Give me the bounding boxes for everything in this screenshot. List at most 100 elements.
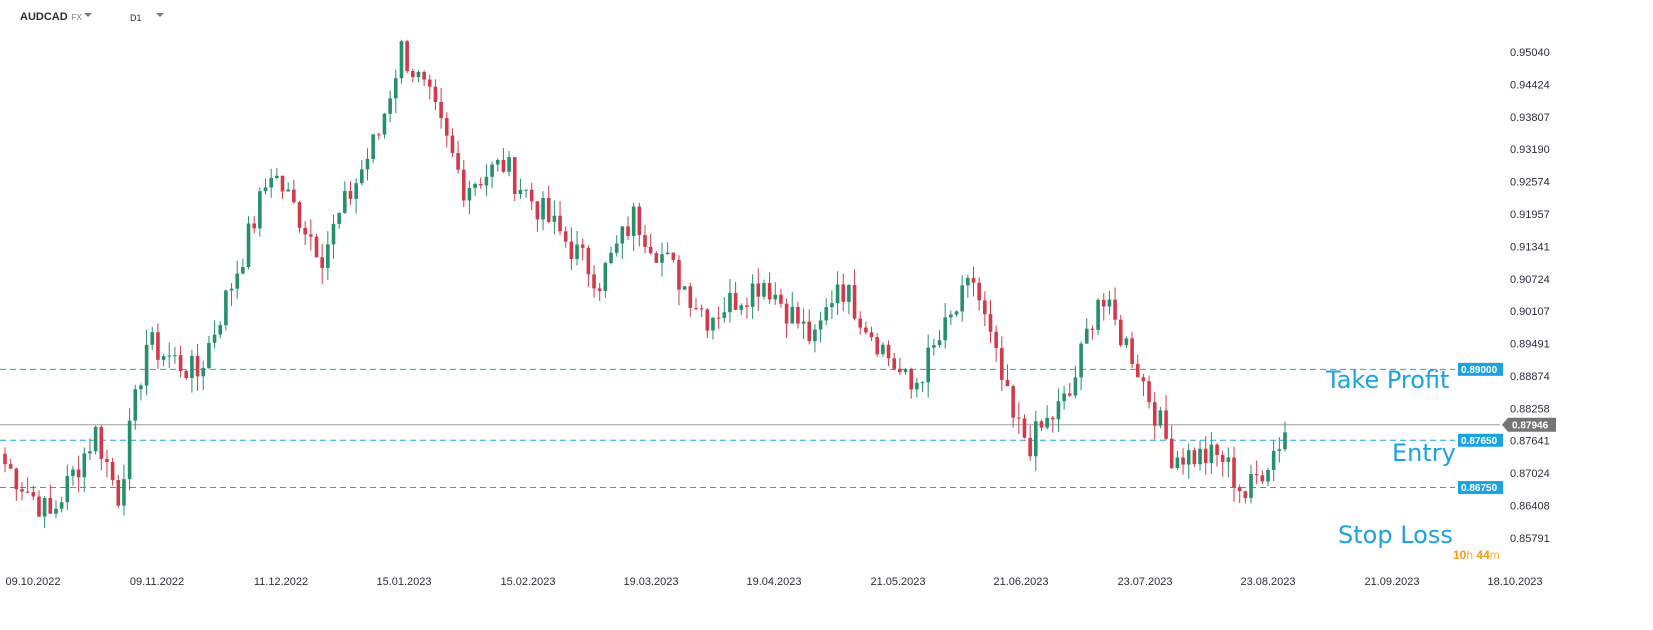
candle — [592, 265, 596, 298]
candle — [439, 87, 443, 129]
candle — [841, 273, 846, 312]
candle — [1090, 325, 1095, 340]
candle — [745, 297, 749, 319]
candle — [110, 457, 115, 486]
candle — [76, 455, 81, 493]
timeframe-dropdown-chevron-icon[interactable] — [156, 13, 164, 17]
candle — [886, 340, 891, 367]
candle — [790, 291, 795, 324]
candle — [813, 324, 817, 353]
candle — [31, 485, 36, 501]
candle — [252, 215, 257, 234]
y-tick-label: 0.85791 — [1510, 533, 1550, 545]
level-price-tag: 0.89000 — [1458, 362, 1503, 376]
candle — [1215, 443, 1219, 467]
candle — [1079, 341, 1083, 391]
y-tick-label: 0.94424 — [1510, 79, 1550, 91]
candle — [535, 201, 540, 232]
candle — [881, 342, 885, 357]
candle — [739, 303, 744, 315]
candle — [694, 298, 698, 311]
candle — [631, 202, 636, 251]
candle — [410, 68, 415, 83]
candle — [1028, 425, 1032, 461]
candle — [756, 268, 761, 311]
candle — [139, 383, 143, 401]
candle — [1107, 290, 1112, 315]
candle — [898, 357, 902, 375]
candle — [54, 500, 58, 519]
x-tick-label: 21.06.2023 — [993, 576, 1048, 588]
candle — [824, 298, 829, 326]
candle — [490, 161, 494, 189]
x-tick-label: 19.04.2023 — [746, 576, 801, 588]
x-tick-label: 23.08.2023 — [1240, 576, 1295, 588]
candle — [1135, 354, 1140, 378]
timeframe-selector[interactable]: D1 — [130, 13, 142, 23]
candle — [161, 354, 166, 367]
candle — [173, 346, 177, 364]
candle — [671, 252, 676, 263]
candle — [144, 329, 149, 396]
candles — [3, 39, 1287, 529]
candle — [246, 216, 251, 270]
candle — [71, 465, 75, 486]
y-tick-label: 0.87641 — [1510, 436, 1550, 448]
candle — [388, 90, 392, 123]
candle — [207, 335, 211, 370]
candle — [393, 69, 398, 114]
candle — [433, 79, 438, 111]
y-tick-label: 0.87024 — [1510, 468, 1550, 480]
candle — [937, 330, 942, 348]
y-tick-label: 0.93190 — [1510, 144, 1550, 156]
y-tick-label: 0.88258 — [1510, 403, 1550, 415]
candle — [195, 343, 200, 391]
candle — [1084, 318, 1089, 344]
candle — [93, 425, 98, 455]
candle — [224, 289, 228, 331]
candle — [258, 187, 262, 237]
countdown-hours-unit: h — [1466, 548, 1474, 562]
candle — [292, 179, 296, 204]
candle — [722, 297, 727, 323]
symbol-dropdown-chevron-icon[interactable] — [84, 13, 92, 17]
y-tick-label: 0.95040 — [1510, 47, 1550, 59]
candle — [297, 200, 302, 233]
candle — [1096, 298, 1100, 335]
candle — [303, 221, 307, 246]
candle — [575, 230, 579, 266]
candle — [830, 290, 834, 319]
level-price-tag: 0.87650 — [1458, 433, 1503, 447]
y-tick-label: 0.89491 — [1510, 339, 1550, 351]
x-tick-label: 11.12.2022 — [254, 576, 308, 588]
candle — [586, 245, 591, 287]
candle — [541, 191, 545, 231]
candle — [1181, 448, 1185, 475]
candle — [354, 178, 358, 214]
candle — [1050, 415, 1055, 433]
candle — [728, 279, 732, 323]
candle — [688, 282, 693, 317]
candle — [875, 333, 880, 357]
y-tick-label: 0.92574 — [1510, 177, 1550, 189]
candle — [484, 164, 489, 197]
svg-text:0.86750: 0.86750 — [1461, 483, 1498, 494]
x-tick-label: 21.09.2023 — [1364, 576, 1419, 588]
candle — [1186, 443, 1191, 480]
candle — [1226, 447, 1231, 478]
candle — [1266, 467, 1270, 487]
x-axis: 09.10.2022 09.11.2022 11.12.2022 15.01.2023… — [5, 576, 1542, 588]
candle — [960, 275, 964, 322]
candle — [1220, 450, 1225, 477]
symbol-selector[interactable]: AUDCAD FX — [20, 11, 82, 23]
candle — [711, 317, 715, 340]
candle — [1033, 410, 1038, 471]
candle — [1000, 336, 1004, 392]
candle — [348, 181, 353, 205]
candle — [1073, 365, 1078, 399]
candle — [773, 282, 778, 305]
candle — [903, 367, 908, 375]
candle — [660, 242, 664, 277]
candle — [1237, 484, 1242, 504]
